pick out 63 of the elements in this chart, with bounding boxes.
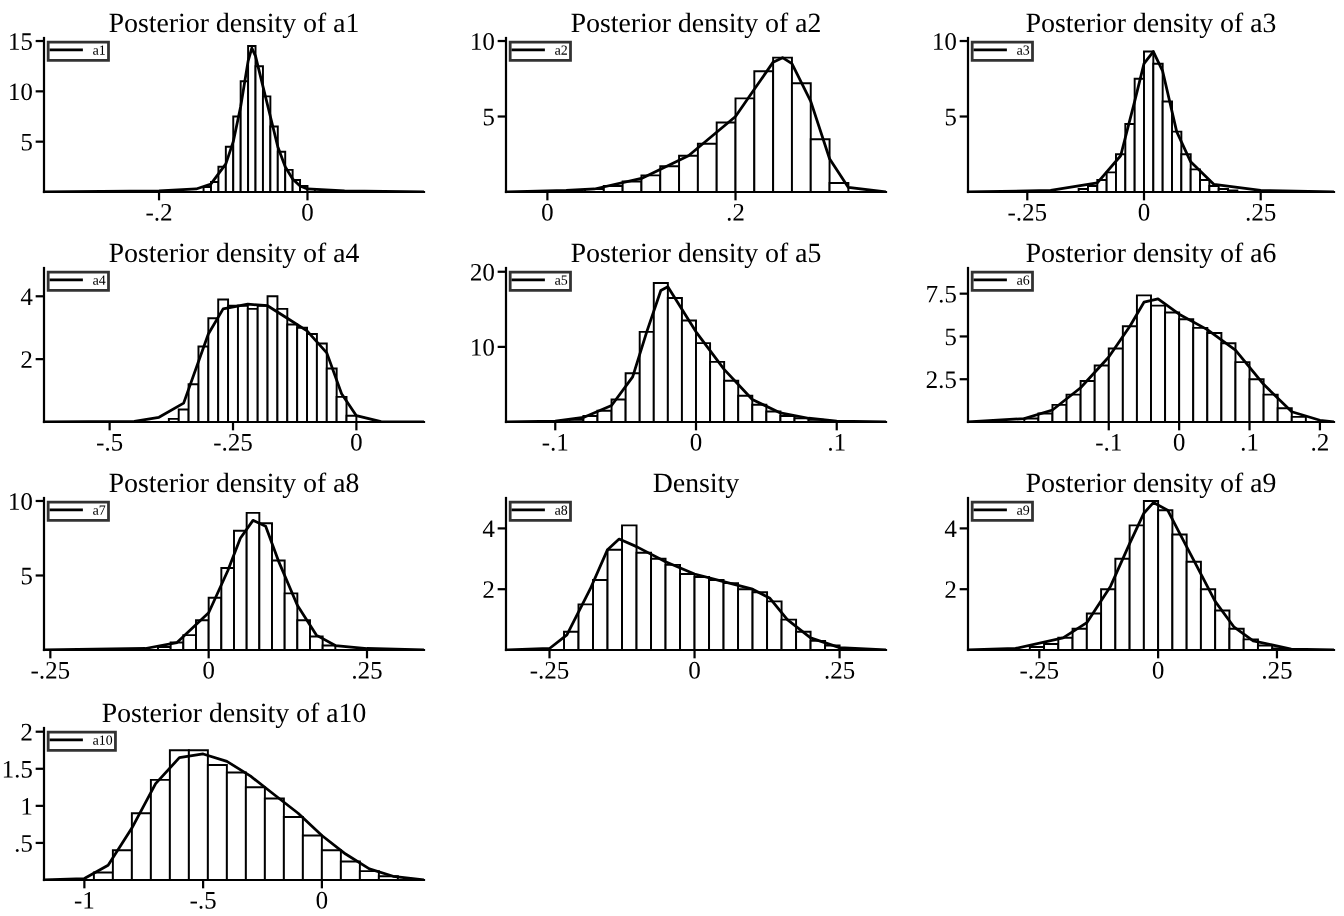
y-tick-label: 2 <box>483 581 494 598</box>
y-tick-label: 2 <box>21 723 32 741</box>
y-tick-label: 10 <box>10 493 32 510</box>
y-tick-label: 2.5 <box>926 371 956 389</box>
x-tick-label: .1 <box>829 433 845 451</box>
chart-title: Posterior density of a10 <box>102 702 366 728</box>
x-tick-label: -1 <box>74 891 94 909</box>
x-tick-label: .2 <box>1312 433 1328 451</box>
chart-title: Posterior density of a6 <box>1026 242 1276 268</box>
x-tick-label: .25 <box>353 661 382 679</box>
x-tick-label: -.25 <box>530 661 569 679</box>
x-tick-label: -.2 <box>146 203 172 221</box>
y-tick-label: 10 <box>934 33 956 50</box>
x-tick-label: -.25 <box>31 661 70 679</box>
x-tick-label: -.5 <box>97 434 123 451</box>
x-tick-label: -.1 <box>1096 433 1121 451</box>
chart-title: Posterior density of a4 <box>109 242 359 268</box>
y-tick-label: 2 <box>945 581 956 598</box>
y-tick-label: 5 <box>483 108 494 126</box>
x-tick-label: .25 <box>1246 203 1276 221</box>
y-tick-label: 4 <box>482 520 495 538</box>
x-tick-label: .2 <box>727 203 744 221</box>
x-tick-label: 0 <box>1138 203 1150 221</box>
y-tick-label: 1.5 <box>3 760 32 778</box>
chart-title: Posterior density of a8 <box>109 472 359 498</box>
x-tick-label: 0 <box>690 433 702 451</box>
chart-title: Posterior density of a3 <box>1026 12 1276 38</box>
x-tick-label: -.25 <box>1020 661 1059 679</box>
x-tick-label: .25 <box>825 661 855 679</box>
chart-title: Posterior density of a5 <box>571 242 821 268</box>
y-tick-label: 5 <box>945 108 956 126</box>
y-tick-label: 20 <box>470 263 494 281</box>
x-tick-label: 0 <box>316 891 328 909</box>
x-tick-label: .1 <box>1241 433 1258 451</box>
y-tick-label: 4 <box>944 520 957 538</box>
x-tick-label: 0 <box>1173 433 1185 451</box>
y-tick-label: 10 <box>10 83 32 101</box>
x-tick-label: -.25 <box>214 433 252 451</box>
x-tick-label: .25 <box>1262 661 1292 679</box>
x-tick-label: -.25 <box>1008 203 1047 221</box>
x-tick-label: 0 <box>689 661 700 679</box>
y-tick-label: .5 <box>15 835 32 852</box>
y-tick-label: 7.5 <box>927 285 956 303</box>
y-tick-label: 4 <box>20 288 33 305</box>
y-tick-label: 10 <box>472 33 494 50</box>
y-tick-label: 5 <box>21 133 32 151</box>
y-tick-label: 15 <box>10 33 32 50</box>
x-tick-label: 0 <box>1152 661 1164 679</box>
x-tick-label: 0 <box>542 203 553 221</box>
x-tick-label: 0 <box>203 661 214 679</box>
x-tick-label: -.1 <box>542 433 568 451</box>
y-tick-label: 1 <box>22 798 32 815</box>
y-tick-label: 10 <box>472 338 494 356</box>
x-tick-label: 0 <box>302 203 313 221</box>
x-tick-label: -.5 <box>190 892 216 909</box>
x-tick-label: 0 <box>351 433 362 451</box>
chart-title: Density <box>653 473 740 498</box>
chart-title: Posterior density of a1 <box>109 12 358 38</box>
y-tick-label: 5 <box>21 567 32 585</box>
chart-title: Posterior density of a2 <box>571 12 820 38</box>
y-tick-label: 2 <box>21 351 32 368</box>
y-tick-label: 5 <box>945 328 956 346</box>
chart-title: Posterior density of a9 <box>1026 472 1276 498</box>
